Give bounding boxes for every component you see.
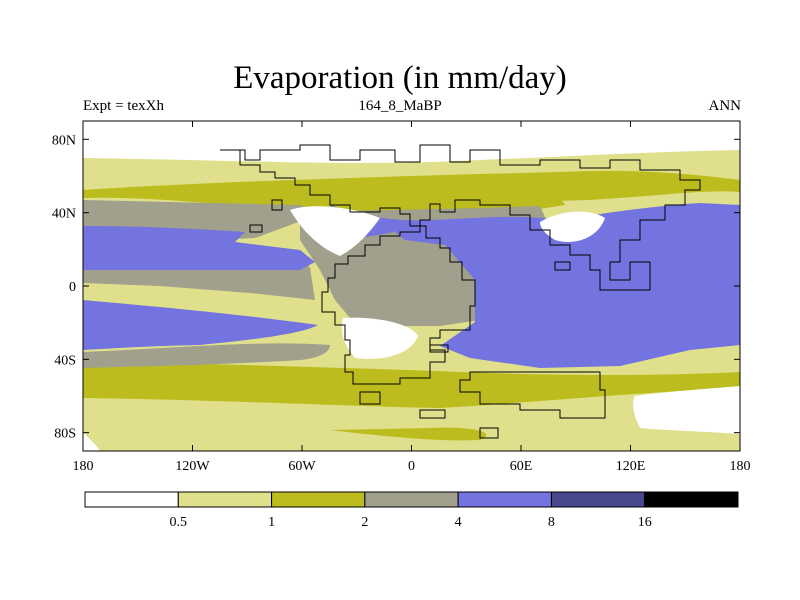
colorbar-swatch [364,491,459,508]
y-tick-label: 80N [52,133,76,148]
colorbar-swatch [457,491,552,508]
y-tick-label: 0 [69,280,76,295]
colorbar-label: 4 [455,515,462,530]
colorbar-swatch [550,491,646,508]
y-tick-label: 40N [52,207,76,222]
x-tick-label: 0 [408,459,415,474]
colorbar-label: 1 [268,515,275,530]
x-tick-label: 120E [616,459,646,474]
y-axis: 80N 40N 0 40S 80S [52,133,740,442]
band-level-0 [83,121,740,451]
x-tick-label: 120W [175,459,210,474]
colorbar-label: 8 [548,515,555,530]
x-tick-label: 180 [73,459,94,474]
experiment-label: Expt = texXh [83,98,164,114]
colorbar-swatch [84,491,179,508]
x-axis: 180 120W 60W 0 60E 120E 180 [73,121,751,474]
period-label: 164_8_MaBP [358,98,442,114]
land-outlines [220,144,701,439]
colorbar-label: 16 [638,515,652,530]
colorbar-label: 2 [361,515,368,530]
colorbar: 0.5 1 2 4 8 16 [84,491,739,530]
x-tick-label: 60W [288,459,316,474]
y-tick-label: 40S [54,353,76,368]
x-tick-label: 180 [730,459,751,474]
colorbar-swatch [271,491,366,508]
map-field [83,121,740,451]
colorbar-swatch [177,491,273,508]
band-level-4 [83,203,740,368]
chart-title: Evaporation (in mm/day) [233,60,567,96]
season-label: ANN [708,98,742,114]
y-tick-label: 80S [54,427,76,442]
colorbar-label: 0.5 [170,515,188,530]
colorbar-swatch [644,491,739,508]
x-tick-label: 60E [510,459,533,474]
